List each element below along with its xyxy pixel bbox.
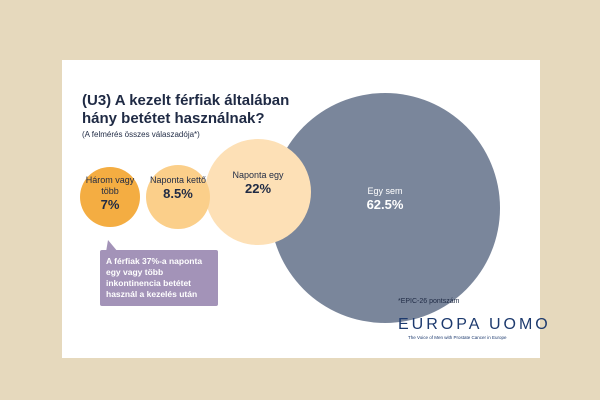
category-label: Egy sem [367, 186, 403, 196]
bubble-label: Naponta kettő 8.5% [148, 175, 208, 202]
tagline: The Voice of Men with Prostate Cancer in… [408, 335, 507, 340]
callout-pointer [106, 240, 118, 252]
category-label: Három vagy több [85, 175, 135, 196]
value-label: 8.5% [163, 186, 193, 201]
chart-title: (U3) A kezelt férfiak általában hány bet… [82, 92, 290, 127]
callout: A férfiak 37%-a naponta egy vagy több in… [100, 250, 218, 306]
bubble [145, 164, 211, 230]
bubble-label: Egy sem 62.5% [355, 186, 415, 213]
bubble [205, 139, 311, 245]
value-label: 62.5% [366, 197, 404, 212]
footnote: *EPIC-26 pontszám [398, 298, 460, 305]
value-label: 22% [244, 181, 272, 196]
value-label: 7% [100, 197, 120, 212]
logo: EUROPA UOMO [398, 316, 551, 333]
chart-subtitle: (A felmérés összes válaszadója*) [82, 130, 200, 139]
category-label: Naponta kettő [149, 175, 207, 185]
category-label: Naponta egy [232, 170, 284, 180]
bubble [79, 166, 140, 227]
bubble-label: Három vagy több 7% [80, 175, 140, 213]
bubble-label: Naponta egy 22% [228, 170, 288, 197]
